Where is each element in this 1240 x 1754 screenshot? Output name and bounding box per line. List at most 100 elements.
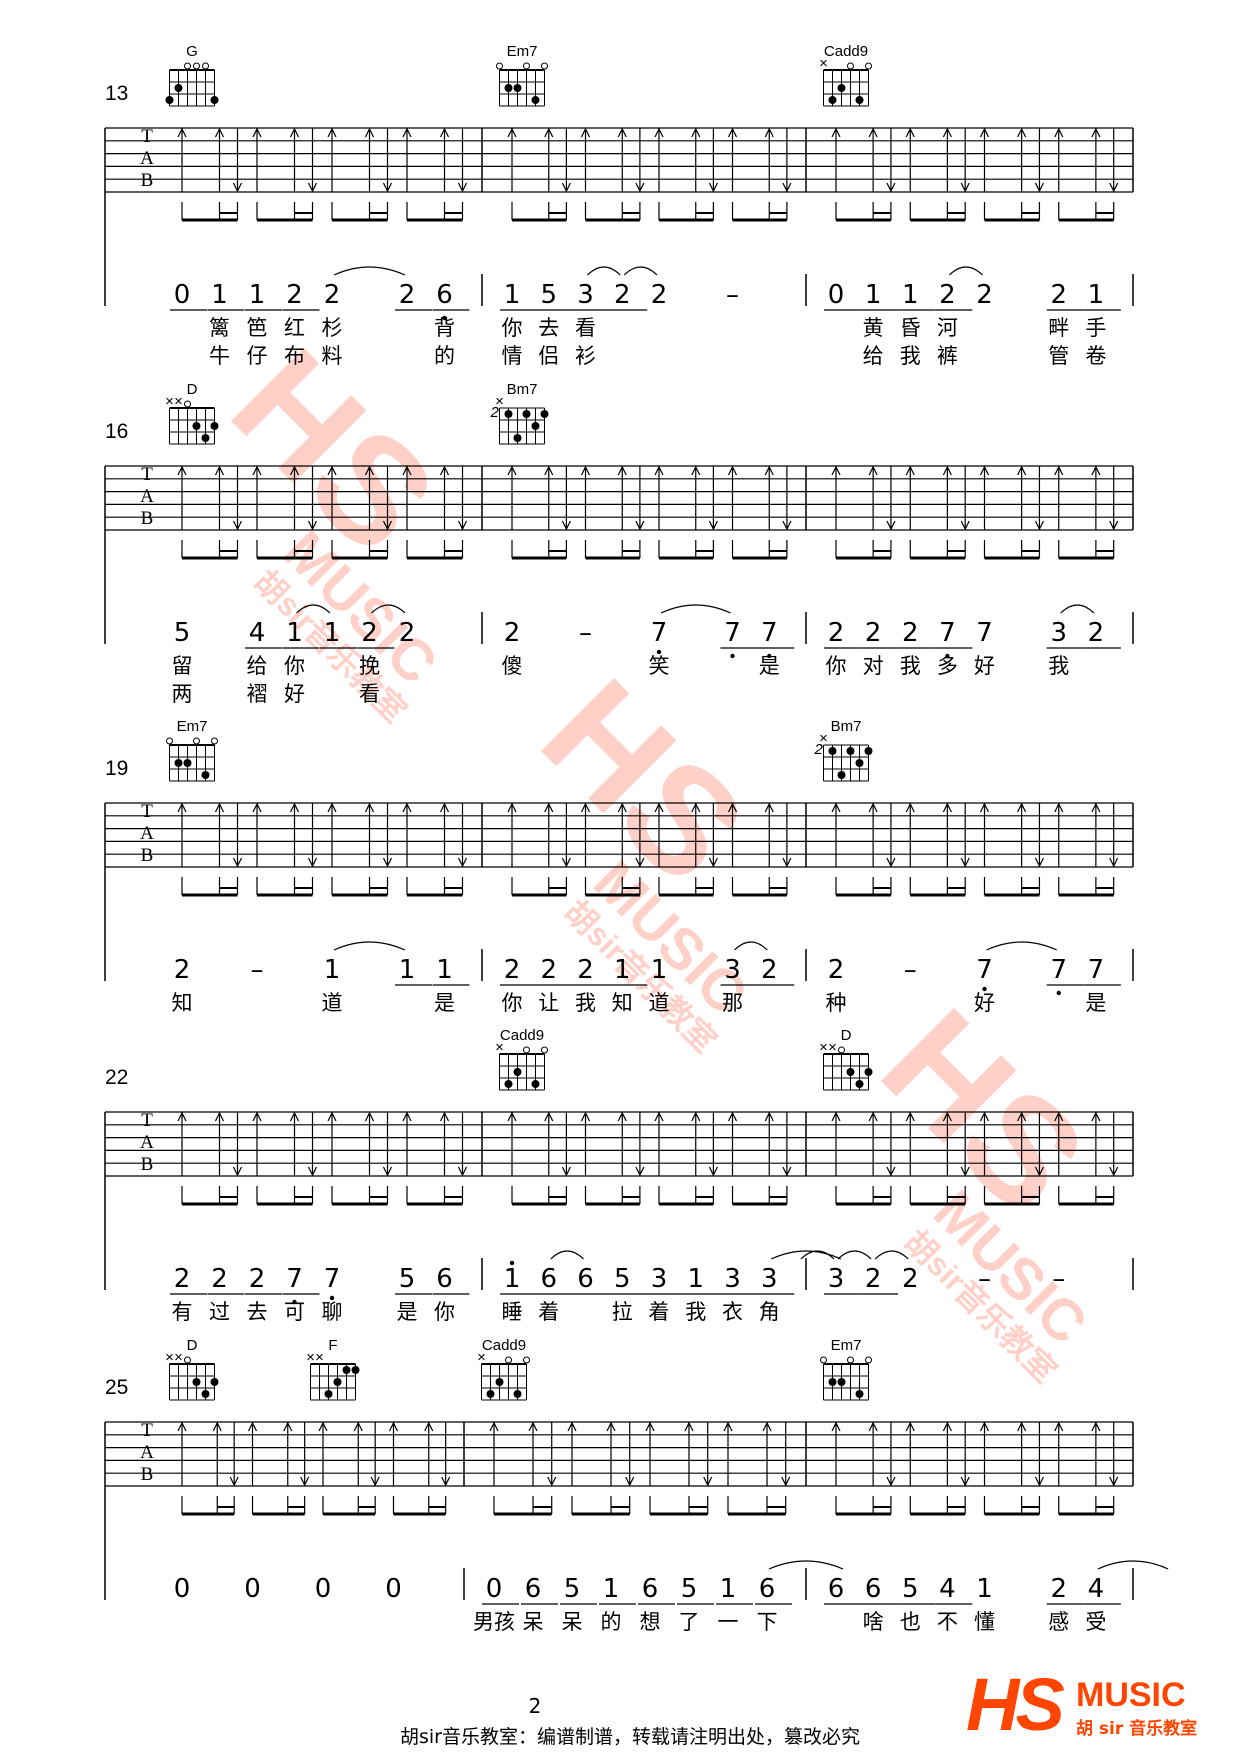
lyric: 笑 bbox=[649, 654, 670, 678]
strum-up-arrow-icon bbox=[868, 127, 878, 138]
finger-dot bbox=[531, 1080, 540, 1088]
chord-name: Em7 bbox=[831, 1337, 862, 1354]
strum-up-arrow-icon bbox=[831, 1421, 841, 1432]
lyric: 去 bbox=[247, 1300, 268, 1324]
jianpu-dash: – bbox=[904, 955, 917, 985]
jianpu-note: 3 bbox=[577, 280, 594, 310]
jianpu-note: 0 bbox=[385, 1574, 402, 1604]
jianpu-note: 2 bbox=[614, 280, 631, 310]
lyric: 睡 bbox=[502, 1300, 523, 1324]
jianpu-note: 2 bbox=[211, 1264, 228, 1294]
lyric: 好 bbox=[284, 682, 305, 706]
strum-down-arrow-icon bbox=[441, 1476, 451, 1487]
lyric: 红 bbox=[284, 316, 305, 340]
lyric: 你 bbox=[502, 991, 523, 1015]
jianpu-note: 2 bbox=[902, 1264, 919, 1294]
strum-down-arrow-icon bbox=[708, 520, 718, 531]
measure: Bm72×2–7 7 7傻笑是 bbox=[490, 381, 795, 678]
strum-down-arrow-icon bbox=[1109, 1166, 1119, 1177]
jianpu-note: 5 bbox=[564, 1574, 581, 1604]
strum-up-arrow-icon bbox=[942, 1421, 952, 1432]
strum-up-arrow-icon bbox=[654, 802, 664, 813]
strum-up-arrow-icon bbox=[764, 1111, 774, 1122]
chord-name: Bm7 bbox=[831, 718, 862, 735]
strum-down-arrow-icon bbox=[703, 1476, 713, 1487]
finger-dot bbox=[513, 84, 522, 92]
measure-number: 19 bbox=[105, 757, 128, 780]
open-string-icon bbox=[865, 62, 872, 70]
strum-up-arrow-icon bbox=[402, 1111, 412, 1122]
jianpu-note: 1 bbox=[286, 618, 303, 648]
strum-up-arrow-icon bbox=[364, 1111, 375, 1122]
strum-down-arrow-icon bbox=[382, 182, 393, 193]
jianpu-note: 1 bbox=[324, 955, 341, 985]
lyric: 昏 bbox=[900, 316, 921, 340]
tie-arc bbox=[986, 941, 1057, 951]
finger-dot bbox=[531, 96, 540, 104]
jianpu-note: 2 bbox=[976, 280, 993, 310]
chord-name: D bbox=[841, 1027, 852, 1044]
chord-diagram-em7: Em7 bbox=[496, 43, 548, 107]
tab-clef-letter: T bbox=[141, 1420, 153, 1441]
finger-dot bbox=[531, 422, 540, 430]
strum-up-arrow-icon bbox=[727, 802, 738, 813]
open-string-icon bbox=[202, 62, 209, 70]
open-string-icon bbox=[496, 62, 503, 70]
low-octave-dot bbox=[767, 653, 772, 659]
lyric: 黄 bbox=[863, 316, 884, 340]
strum-up-arrow-icon bbox=[762, 1421, 772, 1432]
chord-diagram-d: D× × bbox=[165, 1337, 219, 1401]
lyric: 知 bbox=[172, 991, 193, 1015]
system-13: 13TABG0 1 1 2 2 2 6篱笆红杉背牛仔布料的Em71 5 3 2 2 –你去看情侣衫Ca… bbox=[104, 43, 1134, 368]
lyric: 料 bbox=[322, 344, 343, 368]
tab-clef-letter: A bbox=[140, 148, 154, 169]
strum-up-arrow-icon bbox=[868, 1421, 878, 1432]
muted-string-icon: × bbox=[495, 1039, 504, 1056]
finger-dot bbox=[210, 1378, 219, 1386]
lyric: 一 bbox=[718, 1610, 739, 1634]
strum-up-arrow-icon bbox=[979, 802, 990, 813]
strum-up-arrow-icon bbox=[1017, 1111, 1027, 1122]
jianpu-note: 0 bbox=[486, 1574, 503, 1604]
finger-dot bbox=[504, 84, 513, 92]
strum-up-arrow-icon bbox=[580, 1111, 591, 1122]
finger-dot bbox=[855, 759, 864, 767]
measure: Em71 5 3 2 2 –你去看情侣衫 bbox=[496, 43, 792, 368]
strum-down-arrow-icon bbox=[1109, 520, 1119, 531]
strum-up-arrow-icon bbox=[214, 802, 225, 813]
strum-down-arrow-icon bbox=[382, 857, 393, 868]
finger-dot bbox=[495, 1378, 504, 1386]
lyric: 拉 bbox=[612, 1300, 633, 1324]
jianpu-note: 2 bbox=[865, 618, 882, 648]
tie-arc bbox=[296, 604, 331, 614]
jianpu-dash: – bbox=[726, 280, 739, 310]
strum-down-arrow-icon bbox=[625, 1476, 635, 1487]
jianpu-note: 0 bbox=[315, 1574, 332, 1604]
jianpu-note: 2 bbox=[1050, 1574, 1067, 1604]
finger-dot bbox=[864, 1068, 873, 1076]
lyric: 卷 bbox=[1085, 344, 1106, 368]
strum-down-arrow-icon bbox=[635, 182, 645, 193]
lyric: 有 bbox=[172, 1300, 193, 1324]
strum-down-arrow-icon bbox=[561, 857, 571, 868]
finger-dot bbox=[192, 1378, 201, 1386]
finger-dot bbox=[486, 1390, 495, 1398]
chord-name: Em7 bbox=[177, 718, 208, 735]
strum-down-arrow-icon bbox=[457, 182, 468, 193]
tie-arc bbox=[1060, 604, 1095, 614]
measure: 2 2 2 7 7 3 2你对我多好我 bbox=[824, 465, 1121, 678]
tie-arc bbox=[770, 1250, 842, 1260]
lyric: 呆 bbox=[562, 1610, 583, 1634]
finger-dot bbox=[504, 1080, 513, 1088]
strum-down-arrow-icon bbox=[635, 520, 645, 531]
jianpu-note: 6 bbox=[436, 280, 453, 310]
strum-up-arrow-icon bbox=[979, 465, 990, 476]
finger-dot bbox=[174, 84, 183, 92]
jianpu-note: 3 bbox=[724, 1264, 741, 1294]
strum-up-arrow-icon bbox=[1054, 802, 1064, 813]
lyric: 啥 bbox=[863, 1610, 884, 1634]
lyric: 篱 bbox=[209, 316, 230, 340]
strum-up-arrow-icon bbox=[214, 127, 225, 138]
lyric: 衫 bbox=[575, 344, 596, 368]
